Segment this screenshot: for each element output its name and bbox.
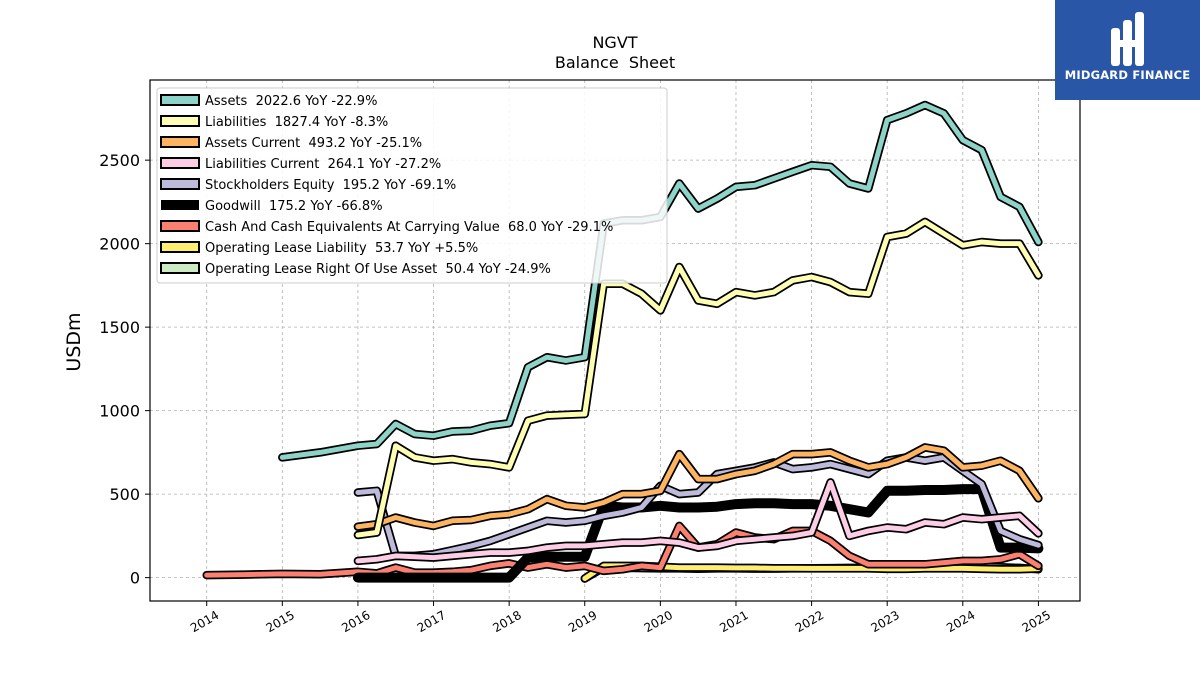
legend-swatch xyxy=(160,220,200,232)
series-4 xyxy=(353,453,1043,561)
legend-entry: Assets 2022.6 YoY -22.9% xyxy=(160,94,377,109)
x-tick-label: 2023 xyxy=(868,608,901,635)
legend-swatch xyxy=(160,157,200,169)
x-axis: 2014 2015 2016 2017 2018 2019 2020 2021 2022 2023… xyxy=(188,601,1053,635)
legend-swatch xyxy=(160,94,200,106)
series-line xyxy=(355,219,1041,538)
x-tick-label: 2020 xyxy=(642,608,675,635)
series-line xyxy=(355,454,1041,559)
x-tick-label: 2024 xyxy=(944,608,977,635)
x-tick-label: 2019 xyxy=(566,608,599,635)
x-tick-label: 2022 xyxy=(793,608,826,635)
legend-label: Liabilities Current 264.1 YoY -27.2% xyxy=(205,157,441,172)
midgard-logo-icon xyxy=(1111,12,1144,66)
legend-entry: Goodwill 175.2 YoY -66.8% xyxy=(161,199,383,214)
legend-swatch xyxy=(160,178,200,190)
series-line xyxy=(204,523,1041,578)
x-tick-label: 2025 xyxy=(1020,608,1053,635)
y-tick-label: 1500 xyxy=(99,318,140,337)
series-line xyxy=(355,479,1041,564)
legend-swatch xyxy=(160,136,200,148)
y-axis-label: USDm xyxy=(63,312,85,371)
chart-title: NGVT xyxy=(592,33,637,52)
series-line xyxy=(355,444,1041,530)
y-tick-label: 500 xyxy=(109,485,140,504)
series-6 xyxy=(202,521,1043,580)
company-name: MIDGARD FINANCE xyxy=(1064,68,1191,82)
legend-label: Assets Current 493.2 YoY -25.1% xyxy=(205,136,422,151)
legend-swatch xyxy=(160,241,200,253)
legend-label: Operating Lease Right Of Use Asset 50.4 … xyxy=(205,262,551,277)
legend-label: Stockholders Equity 195.2 YoY -69.1% xyxy=(205,178,456,193)
series-line xyxy=(279,102,1041,460)
chart-subtitle: Balance Sheet xyxy=(555,53,675,72)
legend-label: Cash And Cash Equivalents At Carrying Va… xyxy=(205,220,613,235)
x-tick-label: 2021 xyxy=(717,608,750,635)
legend-entry: Operating Lease Liability 53.7 YoY +5.5% xyxy=(160,241,478,256)
series-lines xyxy=(202,100,1044,583)
series-2 xyxy=(353,443,1043,531)
x-tick-label: 2017 xyxy=(415,608,448,635)
y-axis: 0 500 1000 1500 2000 2500 xyxy=(99,151,150,588)
legend-label: Goodwill 175.2 YoY -66.8% xyxy=(205,199,383,214)
x-tick-label: 2018 xyxy=(490,608,523,635)
x-tick-label: 2014 xyxy=(188,608,221,635)
legend-label: Operating Lease Liability 53.7 YoY +5.5% xyxy=(205,241,478,256)
series-line xyxy=(352,484,1044,583)
plot-frame xyxy=(149,79,1081,602)
legend-entry: Cash And Cash Equivalents At Carrying Va… xyxy=(160,220,613,235)
legend-box xyxy=(156,87,668,284)
series-1 xyxy=(353,217,1043,540)
legend: Assets 2022.6 YoY -22.9% Liabilities 1827… xyxy=(156,87,668,284)
legend-entry: Assets Current 493.2 YoY -25.1% xyxy=(160,136,422,151)
series-0 xyxy=(278,100,1043,462)
legend-swatch xyxy=(160,262,200,274)
series-3 xyxy=(353,478,1043,566)
x-tick-label: 2015 xyxy=(264,608,297,635)
y-tick-label: 2500 xyxy=(99,151,140,170)
y-tick-label: 0 xyxy=(130,569,140,588)
legend-entry: Stockholders Equity 195.2 YoY -69.1% xyxy=(160,178,456,193)
legend-entry: Liabilities Current 264.1 YoY -27.2% xyxy=(160,157,441,172)
legend-swatch xyxy=(160,115,200,127)
x-tick-label: 2016 xyxy=(339,608,372,635)
series-5 xyxy=(352,484,1044,583)
midgard-finance-logo: MIDGARD FINANCE xyxy=(1055,0,1200,100)
y-tick-label: 2000 xyxy=(99,235,140,254)
legend-label: Assets 2022.6 YoY -22.9% xyxy=(205,94,377,109)
legend-entry: Liabilities 1827.4 YoY -8.3% xyxy=(160,115,388,130)
y-tick-label: 1000 xyxy=(99,402,140,421)
legend-label: Liabilities 1827.4 YoY -8.3% xyxy=(205,115,388,130)
legend-entry: Operating Lease Right Of Use Asset 50.4 … xyxy=(160,262,551,277)
legend-swatch xyxy=(161,200,199,210)
